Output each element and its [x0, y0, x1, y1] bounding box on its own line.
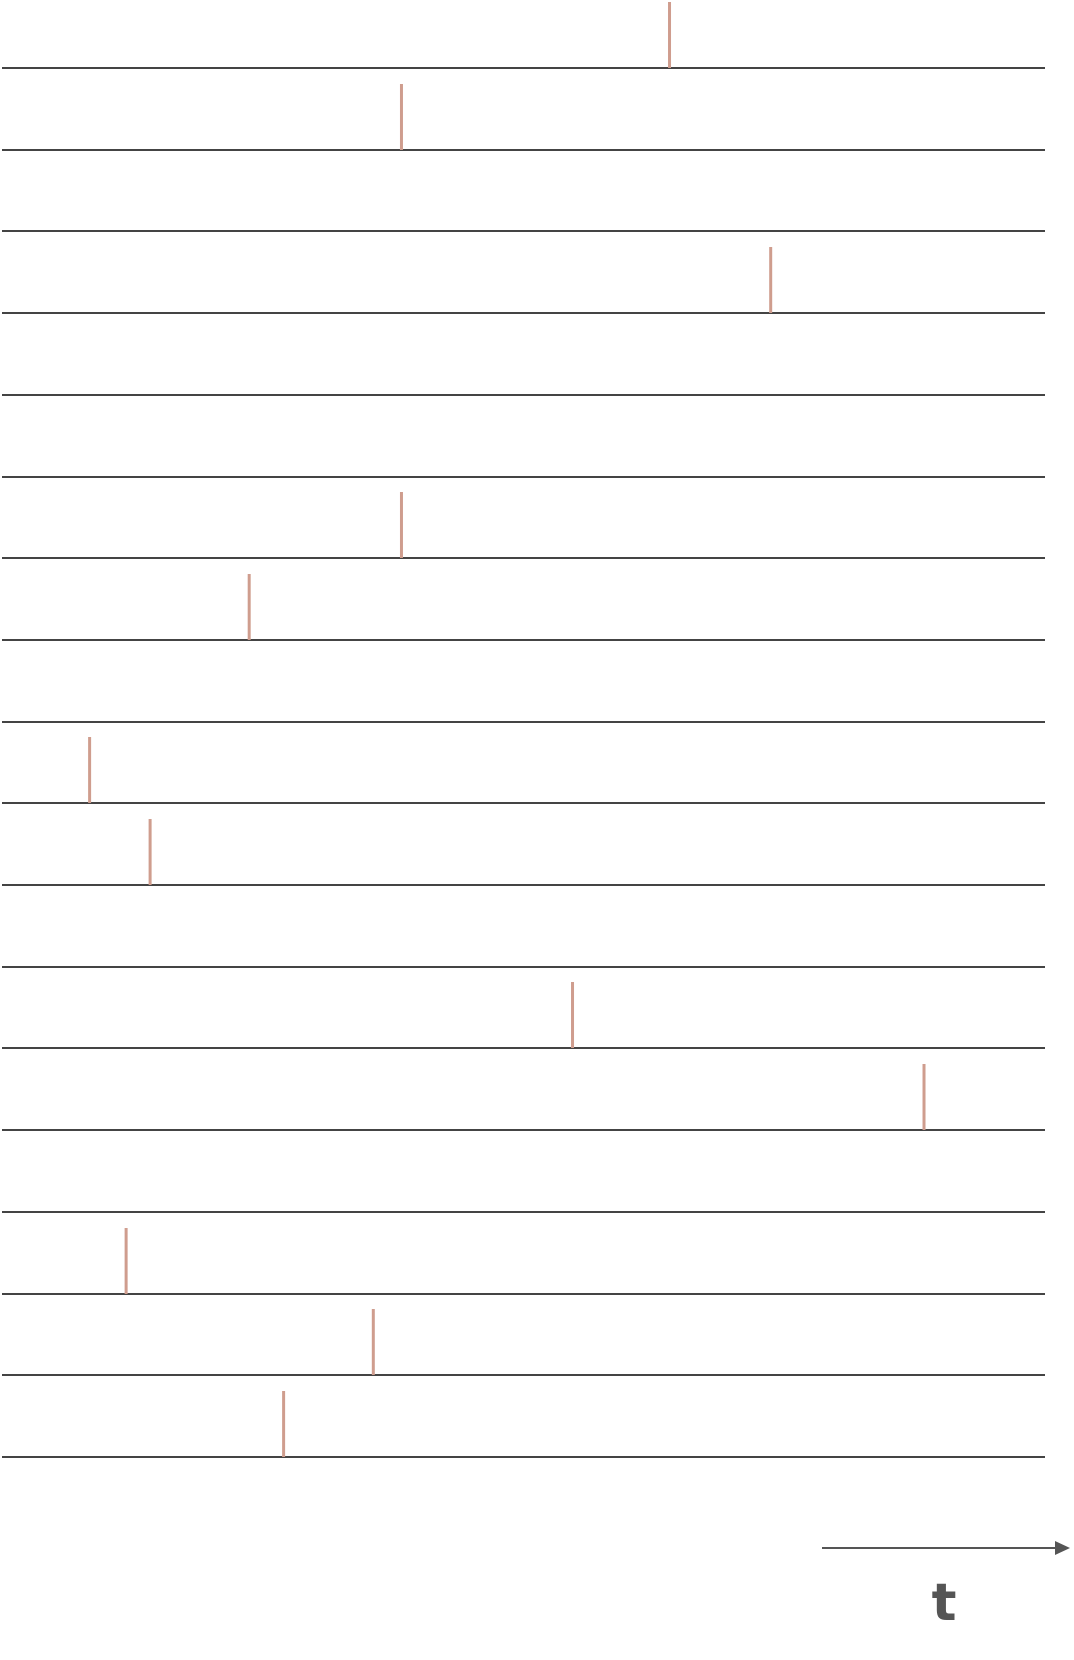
trial-row	[2, 1228, 1045, 1295]
trial-row	[2, 819, 1045, 886]
time-axis: t	[822, 1541, 1070, 1633]
trial-row	[2, 737, 1045, 804]
trials-layer	[2, 2, 1045, 1458]
trial-row	[2, 2, 1045, 69]
trial-row	[2, 247, 1045, 314]
trial-row	[2, 1064, 1045, 1131]
trial-row	[2, 1391, 1045, 1458]
trial-row	[2, 84, 1045, 151]
time-arrow-head	[1055, 1541, 1070, 1555]
time-axis-label: t	[932, 1573, 957, 1633]
trial-row	[2, 492, 1045, 559]
trial-row	[2, 1309, 1045, 1376]
trial-row	[2, 574, 1045, 641]
trial-row	[2, 982, 1045, 1049]
